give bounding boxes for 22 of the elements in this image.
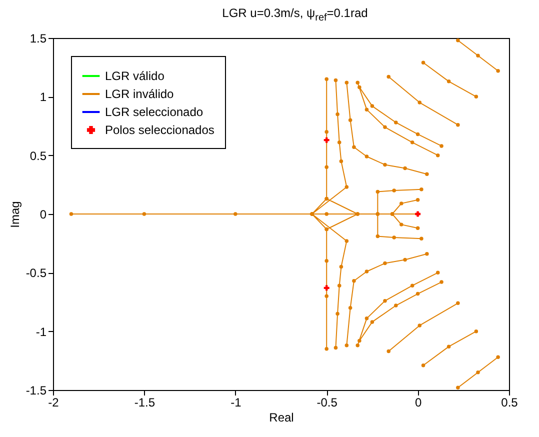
legend-label: LGR inválido bbox=[105, 87, 174, 101]
x-tick-label: -1.5 bbox=[134, 396, 156, 410]
x-tick-label: 0 bbox=[414, 396, 422, 410]
legend-label: LGR válido bbox=[105, 69, 165, 83]
x-axis-title: Real bbox=[269, 410, 294, 424]
legend-label: Polos seleccionados bbox=[105, 123, 214, 137]
y-tick-label: -1.5 bbox=[26, 384, 47, 398]
x-tick-label: -0.5 bbox=[316, 396, 338, 410]
x-tick-label: -2 bbox=[48, 396, 60, 410]
y-tick-label: 1 bbox=[40, 90, 47, 104]
y-tick-label: 0.5 bbox=[30, 148, 47, 163]
y-tick-label: 1.5 bbox=[30, 32, 47, 46]
y-tick-label: -0.5 bbox=[26, 266, 47, 280]
y-tick-label: 0 bbox=[40, 208, 47, 222]
legend-label: LGR seleccionado bbox=[105, 105, 204, 119]
point bbox=[324, 285, 330, 291]
x-tick-label: 0.5 bbox=[501, 396, 518, 410]
y-axis-title: Imag bbox=[8, 201, 22, 228]
point bbox=[324, 137, 330, 143]
y-tick-label: -1 bbox=[36, 324, 47, 339]
chart-title: LGR u=0.3m/s, ψ$_{ref}$=0.1rad bbox=[221, 6, 369, 24]
x-tick-label: -1 bbox=[230, 396, 242, 410]
